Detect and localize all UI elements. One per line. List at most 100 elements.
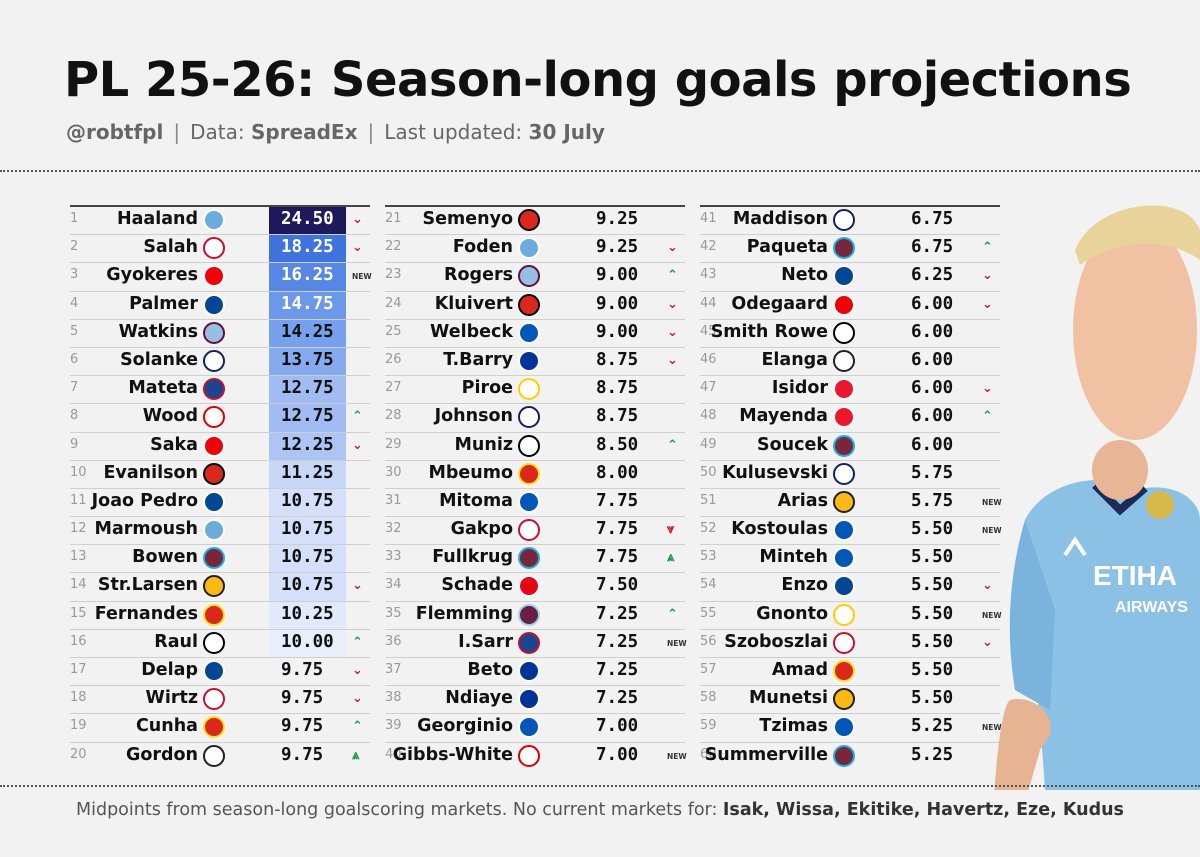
- man-city-crest-icon: [203, 209, 225, 231]
- fulham-crest-icon: [203, 631, 225, 654]
- table-row: 49 Soucek 6.00: [700, 431, 1000, 460]
- projected-goals-value: 10.75: [269, 488, 346, 517]
- brighton-crest-icon: [518, 490, 540, 513]
- projected-goals-value: 5.50: [911, 547, 954, 568]
- hand-shape: [994, 699, 1051, 790]
- leeds-crest-icon: [833, 603, 855, 626]
- table-row: 51 Arias 5.75 NEW: [700, 487, 1002, 516]
- player-name: Soucek: [757, 434, 828, 455]
- crystal-palace-crest-icon: [518, 631, 540, 654]
- rank-number: 21: [385, 211, 402, 226]
- table-row: 42 Paqueta 6.75 ⌃: [700, 234, 1000, 262]
- player-name: Paqueta: [746, 237, 828, 258]
- table-row: 50 Kulusevski 5.75: [700, 459, 1000, 488]
- rank-number: 42: [700, 239, 717, 255]
- trend-up-icon: ⌃: [667, 606, 678, 622]
- projected-goals-value: 7.25: [596, 603, 639, 624]
- brighton-crest-icon: [833, 519, 855, 542]
- player-name: Flemming: [415, 603, 513, 624]
- new-entry-badge: NEW: [352, 272, 372, 282]
- trend-down-icon: ⌄: [982, 634, 993, 650]
- table-row: 1 Haaland 24.50 ⌄: [70, 205, 370, 235]
- table-row: 58 Munetsi 5.50: [700, 685, 1000, 713]
- rank-number: 58: [700, 690, 717, 706]
- player-name: Enzo: [781, 575, 828, 596]
- player-name: Mitoma: [439, 490, 513, 511]
- player-name: Smith Rowe: [710, 321, 828, 342]
- projected-goals-value: 9.00: [596, 293, 639, 314]
- rank-number: 57: [700, 662, 717, 677]
- new-entry-badge: NEW: [982, 497, 1002, 507]
- rank-number: 6: [70, 351, 79, 367]
- rank-number: 48: [700, 408, 717, 424]
- rank-number: 4: [70, 295, 79, 311]
- player-name: Kulusevski: [722, 462, 828, 483]
- player-name: Mbeumo: [428, 462, 513, 483]
- table-row: 44 Odegaard 6.00 ⌄: [700, 290, 1000, 319]
- fulham-crest-icon: [518, 434, 540, 457]
- rank-number: 25: [385, 323, 402, 339]
- projected-goals-value: 6.00: [911, 434, 954, 455]
- player-name: Kluivert: [434, 293, 513, 314]
- projected-goals-value: 24.50: [269, 207, 346, 235]
- table-row: 9 Saka 12.25 ⌄: [70, 431, 370, 460]
- rank-number: 32: [385, 521, 402, 537]
- crystal-palace-crest-icon: [203, 378, 225, 401]
- projected-goals-value: 6.00: [911, 349, 954, 370]
- projected-goals-value: 6.25: [911, 265, 954, 286]
- projected-goals-value: 5.50: [911, 688, 954, 709]
- data-label: Data:: [190, 120, 245, 144]
- rank-number: 40: [385, 746, 402, 762]
- separator: |: [173, 120, 181, 144]
- projected-goals-value: 7.75: [596, 490, 639, 511]
- player-name: Szoboszlai: [724, 631, 828, 652]
- rank-number: 17: [70, 662, 87, 677]
- projected-goals-value: 10.75: [269, 517, 346, 545]
- trend-down-icon: ⌄: [982, 268, 993, 284]
- table-row: 41 Maddison 6.75: [700, 205, 1000, 234]
- player-name: Neto: [781, 265, 828, 286]
- new-entry-badge: NEW: [982, 723, 1002, 733]
- player-name: Solanke: [120, 349, 198, 370]
- player-name: Beto: [467, 660, 513, 680]
- player-name: Salah: [143, 237, 198, 258]
- table-row: 21 Semenyo 9.25: [385, 205, 685, 234]
- projected-goals-value: 10.00: [269, 629, 346, 657]
- footer-players: Isak, Wissa, Ekitike, Havertz, Eze, Kudu…: [722, 800, 1124, 820]
- chelsea-crest-icon: [833, 265, 855, 288]
- player-name: Mateta: [128, 378, 198, 399]
- trend-down-icon: ⌄: [982, 381, 993, 397]
- rank-number: 44: [700, 295, 717, 311]
- player-name: Muniz: [454, 434, 513, 455]
- projected-goals-value: 5.50: [911, 631, 954, 652]
- rank-number: 39: [385, 718, 402, 734]
- projected-goals-value: 10.75: [269, 545, 346, 573]
- table-row: 54 Enzo 5.50 ⌄: [700, 572, 1000, 600]
- projected-goals-value: 11.25: [269, 460, 346, 488]
- projected-goals-value: 16.25: [269, 263, 346, 291]
- rank-number: 51: [700, 492, 717, 508]
- table-row: 8 Wood 12.75 ⌃: [70, 403, 370, 432]
- player-name: Minteh: [759, 547, 828, 568]
- projected-goals-value: 5.25: [911, 744, 954, 765]
- table-row: 57 Amad 5.50: [700, 657, 1000, 685]
- man-united-crest-icon: [203, 603, 225, 626]
- projected-goals-value: 5.50: [911, 575, 954, 596]
- bournemouth-crest-icon: [203, 462, 225, 485]
- table-row: 38 Ndiaye 7.25: [385, 685, 685, 713]
- projected-goals-value: 5.50: [911, 519, 954, 540]
- neck-shape: [1092, 440, 1148, 500]
- projected-goals-value: 6.00: [911, 321, 954, 342]
- player-photo: ETIHA AIRWAYS: [994, 205, 1200, 790]
- projected-goals-value: 8.75: [596, 406, 639, 427]
- table-row: 26 T.Barry 8.75 ⌄: [385, 346, 685, 375]
- projected-goals-value: 6.00: [911, 378, 954, 399]
- brentford-crest-icon: [518, 575, 540, 598]
- sleeve-shape: [1009, 520, 1055, 710]
- man-united-crest-icon: [833, 660, 855, 682]
- trend-down-icon: ⌄: [352, 578, 363, 594]
- table-row: 55 Gnonto 5.50 NEW: [700, 600, 1002, 629]
- player-name: Summerville: [704, 744, 828, 765]
- table-row: 7 Mateta 12.75: [70, 375, 370, 404]
- projected-goals-value: 8.75: [596, 349, 639, 370]
